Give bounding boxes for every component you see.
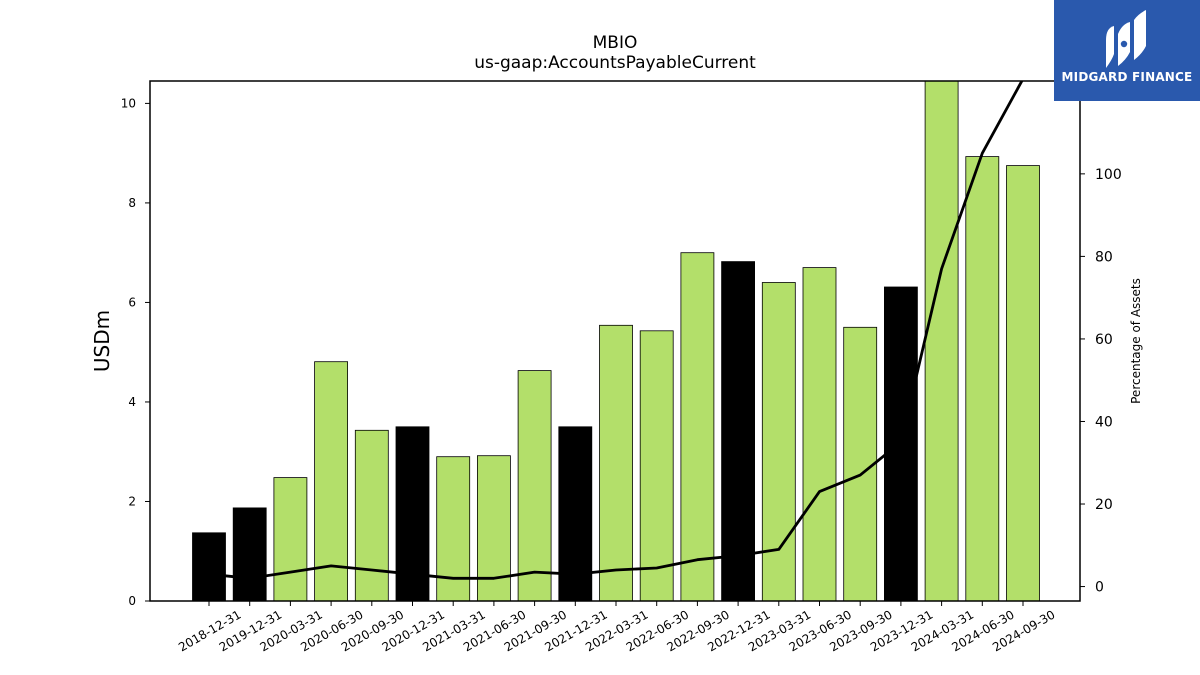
y2-tick-label: 20: [1095, 497, 1113, 513]
y2-axis: 0 20 40 60 80 100: [1080, 167, 1122, 596]
bars-group: [192, 81, 1040, 601]
bar-2023-06-30: [802, 267, 837, 601]
y2-tick-label: 100: [1095, 167, 1122, 183]
chart-subtitle: us-gaap:AccountsPayableCurrent: [474, 53, 756, 73]
logo-text: MIDGARD FINANCE: [1061, 70, 1193, 84]
bar-2018-12-31: [192, 532, 226, 601]
y2-tick-label: 60: [1095, 332, 1113, 348]
y2-tick-label: 0: [1095, 580, 1104, 596]
bar-2023-03-31: [761, 282, 796, 601]
bar-2022-03-31: [599, 324, 633, 601]
bar-2022-06-30: [639, 330, 674, 601]
line-group: [208, 81, 1024, 580]
bar-2021-09-30: [517, 370, 552, 601]
logo-mark-icon: [1106, 10, 1146, 68]
x-axis: 2018-12-312019-12-312020-03-312020-06-30…: [176, 601, 1058, 654]
y2-axis-label: Percentage of Assets: [1129, 278, 1143, 404]
percentage-of-assets-line: [208, 81, 1024, 580]
brand-logo: MIDGARD FINANCE: [1054, 0, 1200, 101]
bar-2024-06-30: [965, 156, 1000, 601]
bar-2024-09-30: [1006, 165, 1040, 601]
bar-2023-09-30: [843, 326, 878, 601]
y-tick-label: 8: [128, 196, 136, 210]
bar-2019-12-31: [232, 507, 267, 601]
plot-frame: [149, 80, 1081, 602]
y-tick-label: 2: [128, 494, 136, 508]
bar-2022-12-31: [721, 261, 755, 601]
y-tick-label: 6: [128, 295, 136, 309]
y-tick-label: 0: [128, 594, 136, 608]
y-tick-label: 10: [121, 96, 136, 110]
bar-2020-09-30: [354, 429, 389, 601]
bar-2020-03-31: [273, 477, 308, 601]
bar-2023-12-31: [884, 286, 918, 601]
y2-tick-label: 40: [1095, 414, 1113, 430]
y2-tick-label: 80: [1095, 249, 1113, 265]
y-tick-label: 4: [128, 395, 136, 409]
bar-2024-03-31: [924, 81, 959, 601]
y-axis: 0 2 4 6 8 10: [121, 96, 150, 608]
chart-title: MBIO: [593, 33, 638, 53]
y-axis-label: USDm: [90, 310, 114, 372]
bar-2020-06-30: [314, 361, 349, 601]
bar-2022-09-30: [680, 252, 715, 601]
